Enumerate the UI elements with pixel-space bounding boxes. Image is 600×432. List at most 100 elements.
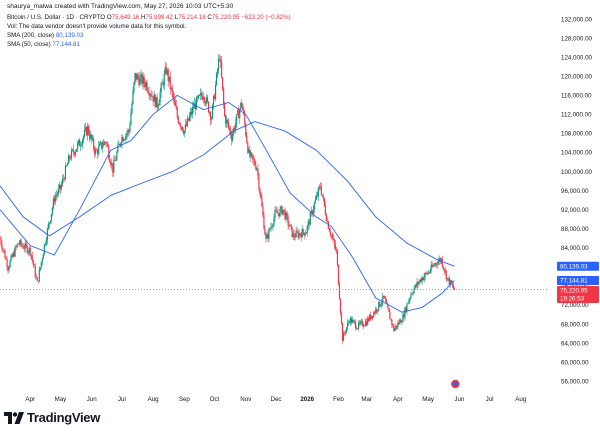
candle-body [417,281,419,285]
candle-body [54,196,57,202]
candle-body [8,267,10,271]
candle-body [397,322,399,328]
price-tick-label: 84,000.00 [561,245,589,252]
candle-body [147,90,149,93]
candle-body [68,155,71,159]
candle-body [356,328,358,329]
sma200-legend-row[interactable]: SMA (200, close) 80,139.03 [7,31,291,40]
candle-body [93,138,95,149]
sma200-badge[interactable]: 80,139.03 [557,261,599,271]
candle-body [64,165,67,180]
candle-body [148,92,150,96]
candle-body [439,258,441,262]
candle-body [55,195,58,197]
candle-body [426,273,428,275]
candle-body [89,134,91,139]
candle-body [216,70,219,73]
time-tick-label: Jun [454,396,465,403]
candle-body [452,285,454,289]
candle-body [178,122,180,124]
candle-body [133,82,135,92]
candle-body [357,328,359,330]
candle-body [161,82,163,84]
candle-body [241,102,243,106]
candle-body [246,135,248,143]
candle-body [284,210,286,220]
candle-body [197,95,200,99]
candle-body [289,224,291,227]
candle-body [128,130,130,132]
price-tick-label: 120,000.00 [561,74,593,81]
candle-body [445,270,447,280]
candle-body [333,239,336,245]
candle-body [117,144,119,153]
candle-body [383,295,385,297]
candle-body [100,142,102,144]
candle-body [88,126,90,135]
candle-body [132,91,134,104]
candle-body [307,221,309,227]
price-tick-label: 96,000.00 [561,188,589,195]
candle-body [35,276,37,278]
candle-body [14,246,16,257]
candle-body [448,277,450,285]
candle-body [43,244,45,255]
candle-body [423,276,425,280]
candle-body [85,127,87,130]
candle-body [296,231,298,233]
candle-body [290,224,292,227]
candle-body [13,252,15,257]
candle-body [262,206,264,215]
time-tick-label: Apr [393,396,403,403]
candle-body [113,160,115,173]
sma50-badge-price: 77,144.81 [560,278,588,285]
symbol-legend-row[interactable]: Bitcoin / U.S. Dollar · 1D · CRYPTO O75,… [7,13,291,22]
ohlc-open-label: O [106,14,112,21]
candle-body [323,197,325,206]
candle-body [316,195,318,197]
candle-body [250,152,252,157]
candle-body [391,319,393,326]
candle-body [65,165,68,167]
candle-body [261,198,263,207]
candle-body [292,233,294,237]
candle-body [369,314,371,321]
candle-body [318,186,320,188]
candle-body [339,298,342,313]
candle-body [371,315,373,319]
candle-body [211,104,214,119]
time-tick-label: Mar [361,396,372,403]
candle-body [60,184,63,189]
candle-body [377,309,379,312]
candle-body [329,231,332,235]
candle-body [156,96,158,109]
candle-body [210,118,213,120]
attribution-text: shaurya_malwa created with TradingView.c… [7,3,234,10]
candle-body [301,228,303,238]
tradingview-logo[interactable]: TradingView [4,410,100,425]
candle-body [263,214,265,229]
candle-body [396,325,398,328]
candle-body [174,100,176,106]
candle-body [385,298,387,303]
candle-body [196,97,199,99]
sma50-legend-row[interactable]: SMA (50, close) 77,144.81 [7,40,291,49]
candle-body [365,321,367,326]
candle-body [95,149,97,154]
candle-body [429,271,431,273]
candle-body [321,194,323,197]
candle-body [389,311,391,320]
candle-body [294,236,296,238]
candle-body [226,119,228,124]
sma50-badge[interactable]: 77,144.81 [557,275,599,285]
candle-body [221,61,223,78]
candle-body [342,332,345,341]
time-tick-label: Feb [333,396,344,403]
candle-body [24,243,26,249]
candle-body [171,87,173,93]
candle-body [414,284,416,289]
candle-body [32,260,34,265]
